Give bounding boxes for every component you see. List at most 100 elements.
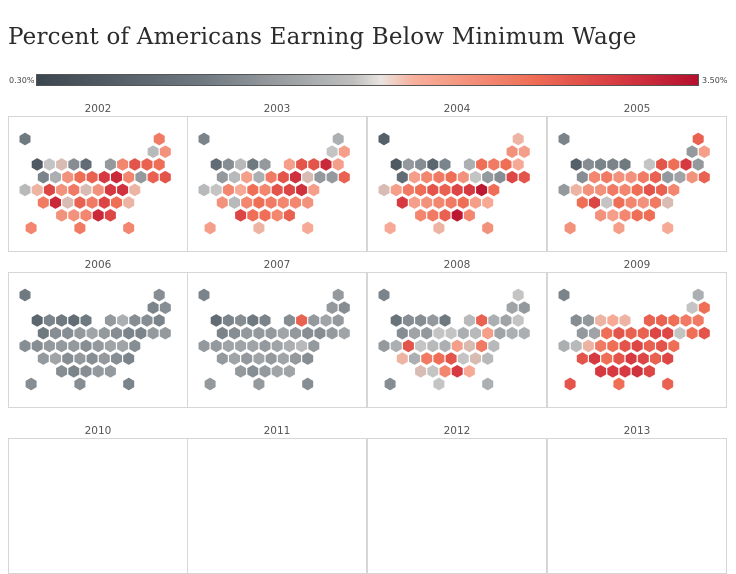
hex-VT-2002[interactable] [146,144,160,159]
hex-VT-2004[interactable] [505,144,519,159]
hex-MI-2004[interactable] [475,157,488,172]
hex-ID-2004[interactable] [402,157,415,172]
hex-OH-2002[interactable] [122,169,135,185]
hex-WY-2002[interactable] [61,169,74,185]
hex-WI-2007[interactable] [283,313,296,328]
hex-GA-2006[interactable] [104,364,117,379]
hex-WY-2006[interactable] [61,325,74,341]
hex-NH-2003[interactable] [338,144,351,159]
hex-ID-2003[interactable] [222,157,235,172]
hex-AZ-2009[interactable] [576,351,589,366]
hex-NE-2003[interactable] [234,182,247,198]
hex-ND-2008[interactable] [426,313,440,328]
hex-LA-2009[interactable] [606,364,620,379]
hex-KY-2009[interactable] [618,338,632,354]
hex-NY-2008[interactable] [487,313,501,328]
hex-ME-2002[interactable] [152,131,166,147]
hex-MA-2007[interactable] [319,313,333,328]
hex-MN-2009[interactable] [618,313,632,328]
hex-WY-2005[interactable] [600,169,613,185]
hex-SC-2004[interactable] [469,195,482,210]
hex-WI-2004[interactable] [463,157,476,172]
hex-MS-2006[interactable] [79,364,93,379]
hex-SD-2006[interactable] [73,325,87,341]
hex-NY-2007[interactable] [307,313,321,328]
hex-ID-2005[interactable] [582,157,595,172]
hex-AL-2004[interactable] [450,208,464,223]
hex-OK-2006[interactable] [55,364,68,379]
hex-SD-2005[interactable] [612,169,626,185]
hex-WI-2002[interactable] [104,157,117,172]
hex-CT-2007[interactable] [338,325,351,341]
hex-DE-2009[interactable] [667,338,681,354]
hex-NE-2002[interactable] [55,182,68,198]
hex-TN-2009[interactable] [624,351,638,366]
hex-AZ-2006[interactable] [37,351,50,366]
hex-SD-2008[interactable] [432,325,446,341]
hex-HI-2005[interactable] [563,220,577,236]
hex-AK-2004[interactable] [377,131,391,147]
hex-ND-2004[interactable] [426,157,440,172]
hex-AZ-2008[interactable] [396,351,409,366]
hex-NY-2003[interactable] [307,157,321,172]
hex-TN-2003[interactable] [264,195,278,210]
hex-MT-2009[interactable] [594,313,607,328]
hex-NC-2005[interactable] [637,195,650,210]
hex-WV-2007[interactable] [270,338,284,354]
hex-VT-2008[interactable] [505,300,519,315]
hex-MT-2006[interactable] [55,313,68,328]
hex-IN-2003[interactable] [289,169,302,185]
hex-MI-2008[interactable] [475,313,488,328]
hex-MT-2005[interactable] [594,157,607,172]
hex-IL-2009[interactable] [637,325,650,341]
hex-ME-2006[interactable] [152,287,166,303]
hex-WY-2009[interactable] [600,325,613,341]
hex-FL-2004[interactable] [481,220,494,236]
hex-MD-2008[interactable] [475,338,488,354]
hex-AZ-2004[interactable] [396,195,409,210]
hex-RI-2005[interactable] [691,157,705,172]
hex-CT-2003[interactable] [338,169,351,185]
hex-MN-2005[interactable] [618,157,632,172]
hex-SD-2009[interactable] [612,325,626,341]
hex-WV-2004[interactable] [450,182,464,198]
hex-ND-2006[interactable] [67,313,81,328]
hex-NM-2004[interactable] [408,195,421,210]
hex-WA-2003[interactable] [209,157,223,172]
hex-CT-2002[interactable] [159,169,172,185]
hex-SD-2002[interactable] [73,169,87,185]
hex-KS-2002[interactable] [61,195,74,210]
hex-NV-2003[interactable] [228,169,241,185]
hex-CA-2009[interactable] [557,338,571,354]
hex-CO-2004[interactable] [402,182,415,198]
hex-OK-2007[interactable] [234,364,247,379]
hex-IA-2004[interactable] [444,169,458,185]
hex-NY-2005[interactable] [667,157,681,172]
hex-OH-2006[interactable] [122,325,135,341]
hex-LA-2003[interactable] [246,208,260,223]
hex-MA-2002[interactable] [140,157,154,172]
hex-OH-2005[interactable] [661,169,674,185]
hex-FL-2002[interactable] [122,220,135,236]
hex-UT-2003[interactable] [209,182,223,198]
hex-UT-2004[interactable] [389,182,403,198]
hex-DC-2009[interactable] [661,351,674,366]
hex-KY-2007[interactable] [258,338,272,354]
hex-VT-2009[interactable] [685,300,699,315]
hex-UT-2005[interactable] [569,182,583,198]
hex-KS-2006[interactable] [61,351,74,366]
hex-AK-2006[interactable] [18,287,32,303]
hex-PA-2003[interactable] [313,169,327,185]
hex-NJ-2002[interactable] [146,169,160,185]
hex-OR-2009[interactable] [576,325,589,341]
hex-MI-2009[interactable] [655,313,668,328]
hex-RI-2006[interactable] [152,313,166,328]
hex-IN-2009[interactable] [649,325,662,341]
hex-VA-2009[interactable] [643,338,656,354]
hex-WI-2006[interactable] [104,313,117,328]
hex-MD-2004[interactable] [475,182,488,198]
hex-MN-2006[interactable] [79,313,93,328]
hex-RI-2004[interactable] [511,157,525,172]
hex-ID-2008[interactable] [402,313,415,328]
hex-IN-2005[interactable] [649,169,662,185]
